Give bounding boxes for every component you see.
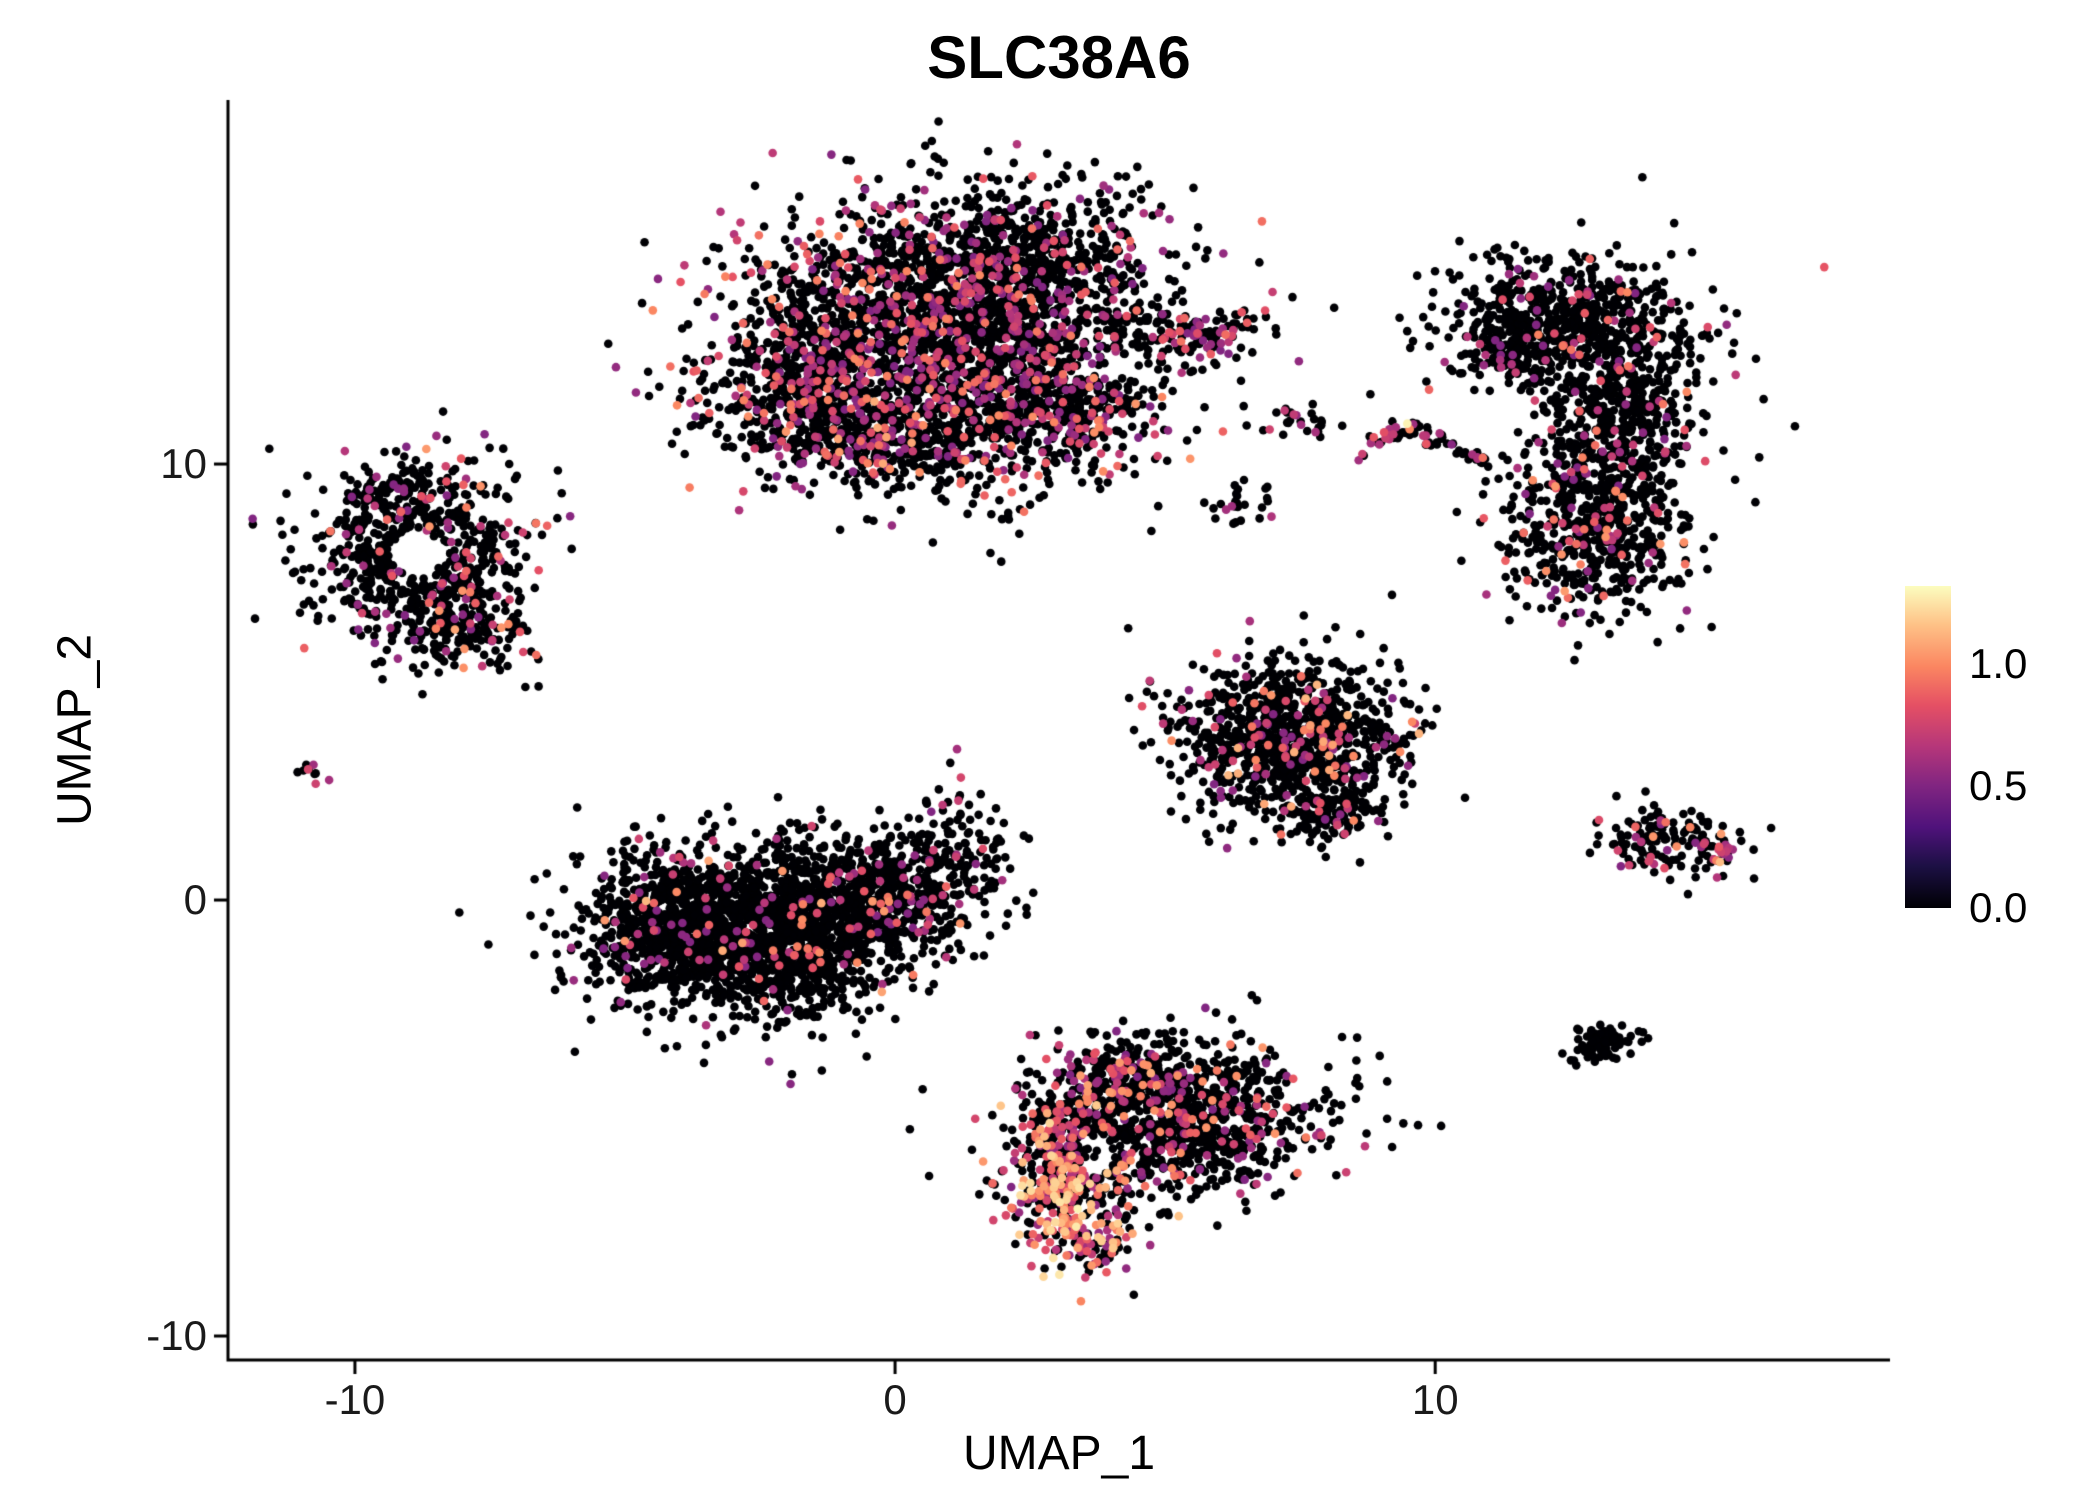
y-tick-label: 10 [160,440,207,488]
plot-title: SLC38A6 [927,24,1191,91]
colorbar-tick-label: 0.5 [1969,762,2028,810]
x-tick-label: -10 [324,1376,386,1423]
x-tick-label: 10 [1411,1376,1459,1423]
y-tick-label: 0 [183,876,207,924]
y-tick-label: -10 [146,1312,207,1360]
x-axis-title: UMAP_1 [962,1427,1156,1480]
x-tick-label: 0 [883,1376,907,1423]
y-axis-title: UMAP_2 [48,633,102,827]
colorbar-gradient [1905,586,1951,908]
colorbar-tick-label: 0.0 [1969,884,2028,931]
colorbar-tick-label: 1.0 [1969,640,2028,688]
